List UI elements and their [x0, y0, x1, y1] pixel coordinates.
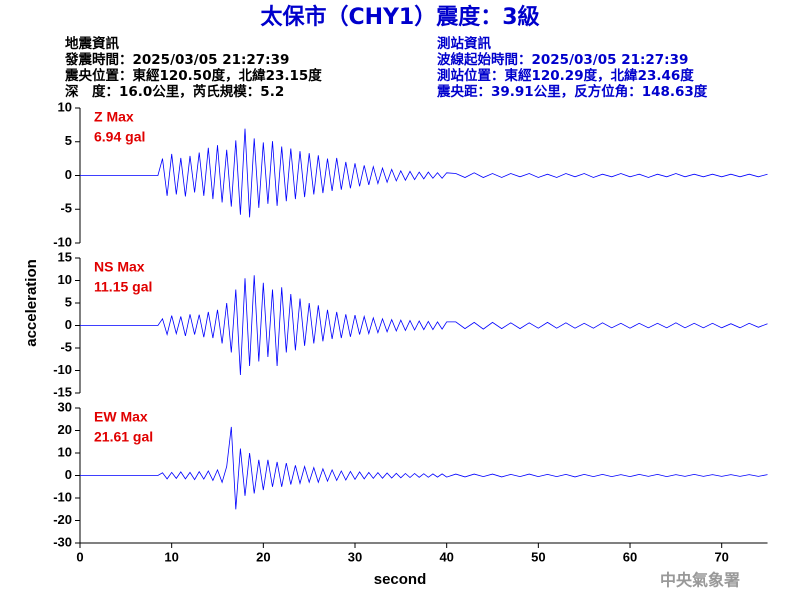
annotation: 6.94 gal [94, 129, 145, 145]
y-tick-label: 5 [65, 294, 72, 309]
waveform [80, 128, 768, 218]
annotation: NS Max [94, 259, 145, 275]
y-tick-label: 30 [58, 399, 72, 414]
annotation: EW Max [94, 409, 148, 425]
waveform [80, 275, 768, 376]
y-tick-label: -10 [53, 489, 72, 504]
info-right: 測站位置：東經120.29度，北緯23.46度 [437, 67, 694, 84]
y-tick-label: -20 [53, 512, 72, 527]
waveform [80, 426, 768, 510]
y-tick-label: -5 [60, 201, 72, 216]
footer: 中央氣象署 [660, 571, 740, 590]
annotation: Z Max [94, 109, 134, 125]
info-left: 震央位置：東經120.50度，北緯23.15度 [64, 67, 322, 84]
y-tick-label: 20 [58, 422, 72, 437]
x-tick-label: 60 [623, 549, 637, 564]
chart-title: 太保市（CHY1）震度：3級 [260, 4, 539, 30]
info-left: 地震資訊 [65, 35, 119, 52]
y-tick-label: 10 [58, 272, 72, 287]
y-axis-label: acceleration [23, 259, 40, 347]
annotation: 21.61 gal [94, 429, 153, 445]
annotation: 11.15 gal [94, 279, 152, 295]
x-axis-label: second [374, 571, 427, 588]
y-tick-label: 0 [65, 467, 72, 482]
info-right: 波線起始時間：2025/03/05 21:27:39 [437, 51, 688, 68]
y-tick-label: 0 [65, 317, 72, 332]
x-tick-label: 0 [76, 549, 83, 564]
y-tick-label: 10 [58, 99, 72, 114]
info-right: 測站資訊 [437, 35, 491, 52]
info-right: 震央距：39.91公里，反方位角：148.63度 [436, 83, 708, 100]
x-tick-label: 50 [531, 549, 545, 564]
y-tick-label: 5 [65, 133, 72, 148]
y-tick-label: 10 [58, 444, 72, 459]
y-tick-label: -5 [60, 339, 72, 354]
x-tick-label: 10 [164, 549, 178, 564]
y-tick-label: 0 [65, 167, 72, 182]
x-tick-label: 70 [714, 549, 728, 564]
y-tick-label: -10 [53, 362, 72, 377]
y-tick-label: -30 [53, 534, 72, 549]
y-tick-label: -15 [53, 384, 72, 399]
y-tick-label: -10 [53, 234, 72, 249]
y-tick-label: 15 [58, 249, 72, 264]
x-tick-label: 20 [256, 549, 270, 564]
info-left: 深 度：16.0公里，芮氏規模：5.2 [65, 83, 284, 100]
info-left: 發震時間：2025/03/05 21:27:39 [64, 51, 289, 68]
x-tick-label: 40 [439, 549, 453, 564]
x-tick-label: 30 [348, 549, 362, 564]
